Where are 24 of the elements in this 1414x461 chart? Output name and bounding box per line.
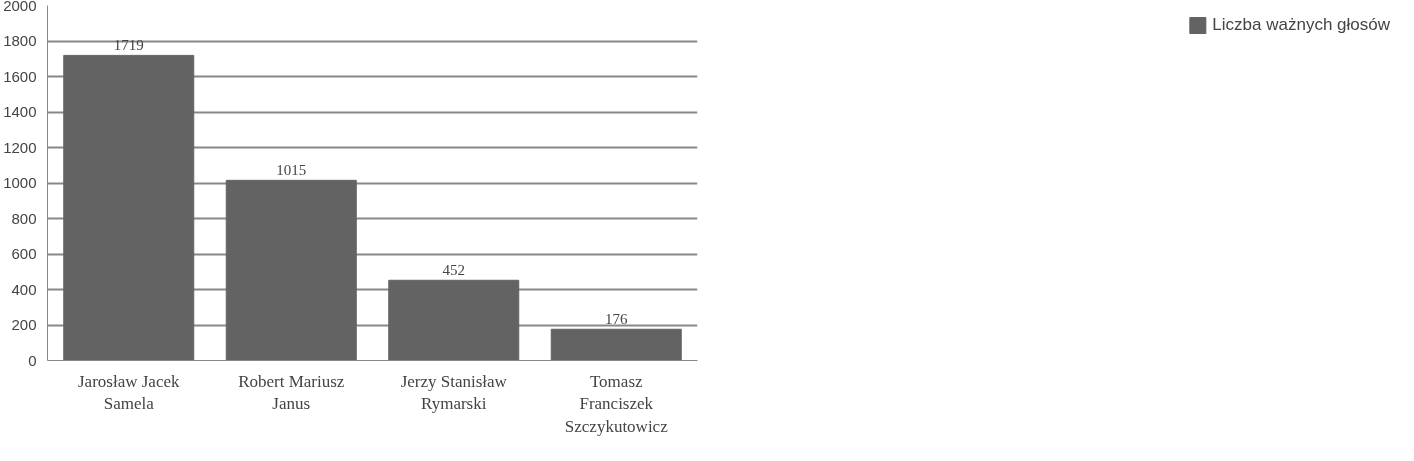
y-tick-label: 1000 [3,174,37,191]
y-tick-label: 2000 [3,0,37,14]
y-tick-label: 0 [28,351,37,369]
data-label: 1015 [276,162,307,179]
y-tick-label: 800 [11,209,37,227]
bar [63,54,195,361]
y-tick-label: 1200 [3,138,37,156]
x-tick-label: Jerzy Stanisław Rymarski [400,371,508,414]
bar [225,179,357,361]
x-tick-label: Robert Mariusz Janus [238,371,345,414]
x-tick-label: Tomasz Franciszek Szczykutowicz [564,371,669,437]
data-label: 176 [605,311,628,328]
data-label: 1719 [113,37,144,54]
y-tick-label: 1400 [3,103,37,120]
y-tick-label: 600 [11,245,37,262]
x-tick-label: Jarosław Jacek Samela [78,371,180,414]
bar [550,328,682,361]
legend-label: Liczba ważnych głosów [1212,15,1390,35]
data-label: 452 [442,262,465,279]
y-tick-label: 1800 [3,32,37,49]
y-tick-label: 1600 [3,67,37,85]
y-tick-label: 200 [11,316,37,333]
bar [388,279,520,361]
y-tick-label: 400 [11,280,37,298]
